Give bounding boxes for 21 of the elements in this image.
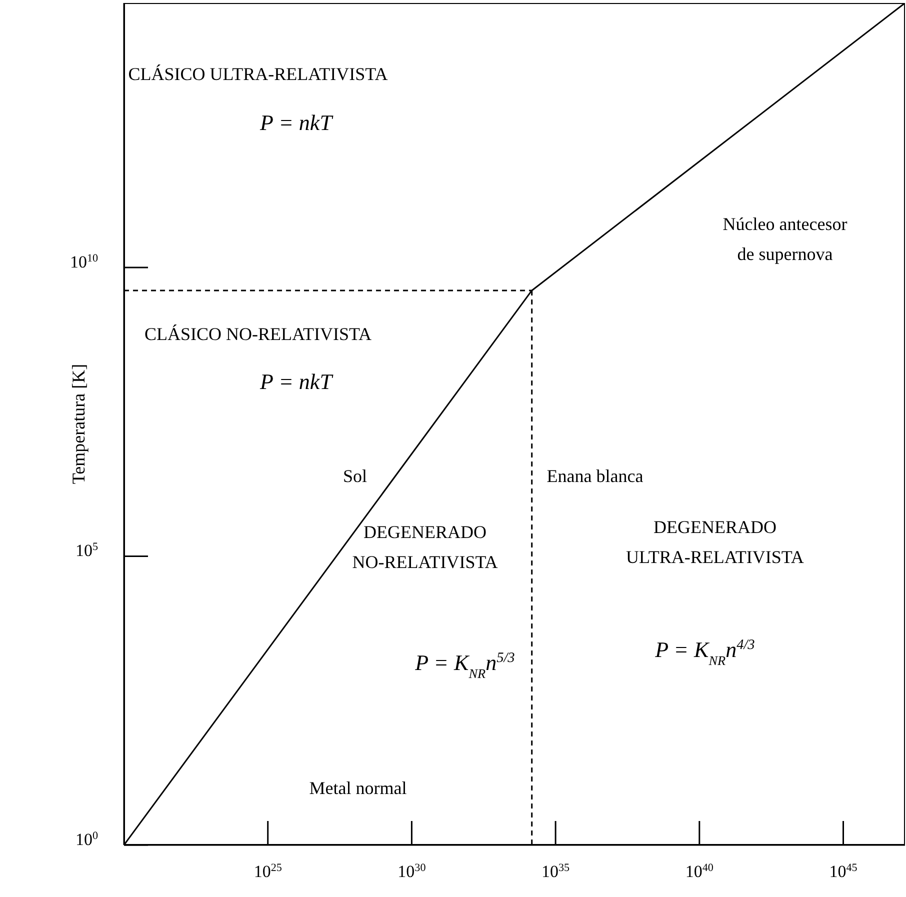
x-tick-label: 10$^{45}$ (829, 862, 858, 881)
x-tick-label: 10$^{30}$ (398, 862, 426, 881)
annotation: CLÁSICO NO-RELATIVISTA (144, 324, 372, 344)
annotation: Enana blanca (546, 466, 644, 486)
annotation: P = nkT (259, 369, 334, 394)
annotation: P = K$_{NR}$n$^{5/3}$ (414, 650, 515, 680)
y-axis-title: Temperatura [K] (68, 364, 88, 484)
annotation: CLÁSICO ULTRA-RELATIVISTA (128, 64, 388, 84)
annotation: DEGENERADO NO-RELATIVISTA (352, 522, 498, 572)
annotation: DEGENERADO ULTRA-RELATIVISTA (626, 517, 804, 567)
x-tick-label: 10$^{25}$ (254, 862, 282, 881)
y-tick-label: 10$^{0}$ (75, 830, 98, 849)
y-tick-label: 10$^{5}$ (75, 541, 98, 560)
annotation: Metal normal (309, 778, 407, 798)
y-tick-label: 10$^{10}$ (70, 252, 98, 272)
annotation: Núcleo antecesor de supernova (722, 214, 848, 264)
annotation: Sol (342, 466, 368, 486)
x-tick-label: 10$^{40}$ (685, 862, 714, 881)
annotation: P = K$_{NR}$n$^{4/3}$ (654, 637, 755, 668)
annotation: P = nkT (259, 110, 334, 135)
x-tick-label: 10$^{35}$ (542, 862, 570, 881)
